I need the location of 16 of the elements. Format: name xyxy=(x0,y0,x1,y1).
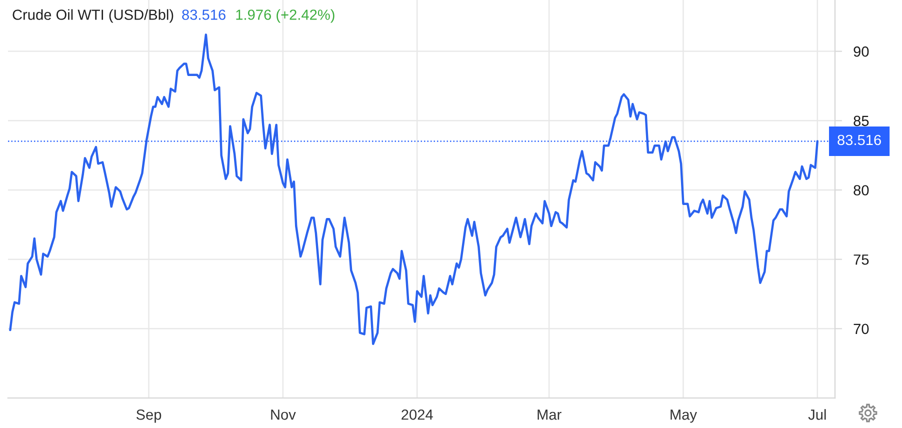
y-tick-label: 75 xyxy=(854,254,869,265)
x-tick-label: May xyxy=(670,410,697,423)
annotation: 83.516 xyxy=(182,10,226,20)
x-tick-label: Mar xyxy=(538,410,562,420)
x-tick-label: Jul xyxy=(808,409,826,420)
y-tick-label: 90 xyxy=(854,46,869,57)
x-tick-label: Nov xyxy=(271,410,296,420)
y-tick-label: 80 xyxy=(854,185,869,196)
y-tick-label: 85 xyxy=(854,116,869,126)
text: Crude Oil WTI (USD/Bbl) xyxy=(12,9,174,23)
y-tick-label: 70 xyxy=(854,324,869,334)
line-series xyxy=(9,34,819,346)
x-tick-label: Sep xyxy=(136,409,162,423)
x-tick-label: 2024 xyxy=(402,409,433,420)
ref-line-label: 83.516 xyxy=(838,134,881,146)
annotation: 1.976 (+2.42%) xyxy=(236,9,334,23)
